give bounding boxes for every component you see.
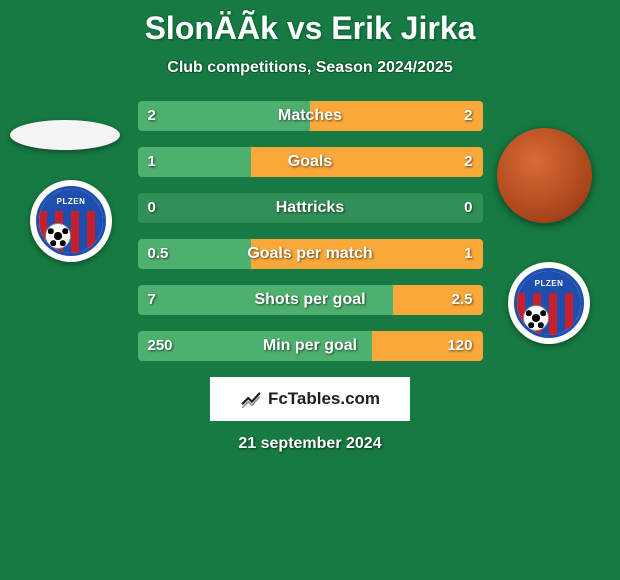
title: SlonÄÃ­k vs Erik Jirka bbox=[0, 0, 620, 47]
stat-row: 00Hattricks bbox=[138, 193, 483, 223]
stat-label: Shots per goal bbox=[138, 285, 483, 315]
club-name: PLZEN bbox=[39, 189, 103, 213]
comparison-infographic: SlonÄÃ­k vs Erik Jirka Club competitions… bbox=[0, 0, 620, 580]
player-right-avatar bbox=[497, 128, 592, 223]
player-left-avatar bbox=[10, 120, 120, 150]
subtitle: Club competitions, Season 2024/2025 bbox=[0, 59, 620, 77]
stat-label: Matches bbox=[138, 101, 483, 131]
stat-label: Hattricks bbox=[138, 193, 483, 223]
stat-label: Min per goal bbox=[138, 331, 483, 361]
footer-brand-text: FcTables.com bbox=[268, 389, 380, 409]
club-badge-inner: PLZEN bbox=[514, 268, 584, 338]
stat-row: 22Matches bbox=[138, 101, 483, 131]
club-name: PLZEN bbox=[517, 271, 581, 295]
stat-row: 250120Min per goal bbox=[138, 331, 483, 361]
stats-rows: 22Matches 12Goals 00Hattricks 0.51Goals per… bbox=[138, 101, 483, 361]
soccer-ball-icon bbox=[45, 223, 71, 249]
club-badge-left: PLZEN bbox=[30, 180, 112, 262]
footer-brand-badge: FcTables.com bbox=[210, 377, 410, 421]
stat-label: Goals bbox=[138, 147, 483, 177]
club-badge-right: PLZEN bbox=[508, 262, 590, 344]
stat-row: 12Goals bbox=[138, 147, 483, 177]
stat-row: 0.51Goals per match bbox=[138, 239, 483, 269]
stat-label: Goals per match bbox=[138, 239, 483, 269]
club-badge-inner: PLZEN bbox=[36, 186, 106, 256]
chart-icon bbox=[240, 388, 262, 410]
stat-row: 72.5Shots per goal bbox=[138, 285, 483, 315]
soccer-ball-icon bbox=[523, 305, 549, 331]
footer-date: 21 september 2024 bbox=[0, 435, 620, 453]
